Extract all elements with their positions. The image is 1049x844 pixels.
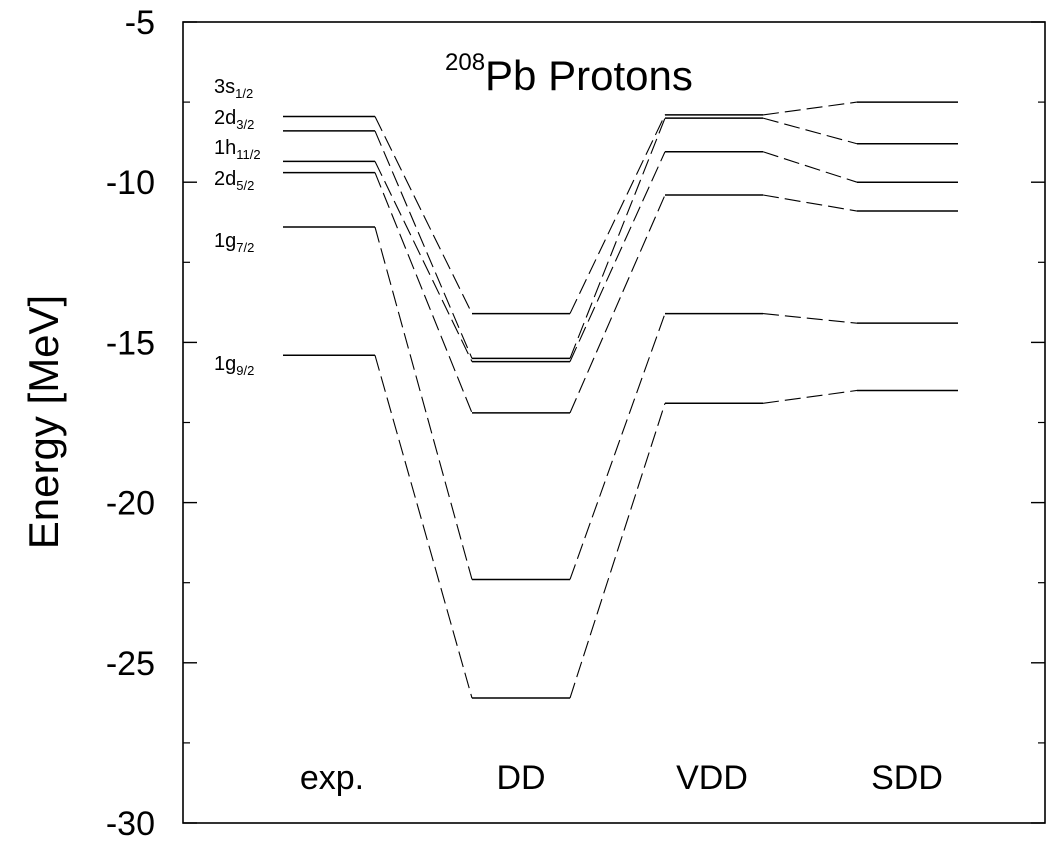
levels: [283, 101, 958, 699]
level-connector: [762, 117, 858, 145]
level-connector: [569, 194, 666, 414]
level-labels: 3s1/2 2d3/2 1h11/2 2d5/2 1g7/2 1g9/2: [214, 76, 261, 378]
y-tick-label: -25: [106, 645, 155, 683]
title-main: Pb Protons: [485, 52, 693, 99]
level-connector: [762, 389, 858, 404]
level-label: 1h11/2: [214, 137, 261, 162]
level-connector: [569, 313, 666, 580]
y-tick-label: -20: [106, 485, 155, 523]
y-tick-label: -15: [106, 324, 155, 362]
level-connector: [762, 194, 858, 212]
y-tick-label: -5: [125, 4, 155, 42]
ticks: -30 -25 -20 -15 -10 -5: [106, 4, 1045, 843]
level-connector: [569, 114, 666, 314]
level-connector: [569, 117, 666, 359]
y-tick-label: -10: [106, 164, 155, 202]
chart-title: 208Pb Protons: [445, 49, 693, 99]
level-connector: [569, 403, 666, 699]
level-label: 2d5/2: [214, 168, 254, 193]
column-label: DD: [496, 759, 545, 797]
column-label: VDD: [676, 759, 748, 797]
column-label: exp.: [300, 759, 364, 797]
plot-frame: [182, 21, 1046, 824]
column-label: SDD: [871, 759, 943, 797]
column-labels: exp. DD VDD SDD: [300, 759, 943, 797]
level-connector: [374, 130, 473, 359]
level-connector: [374, 161, 473, 362]
level-label: 1g7/2: [214, 230, 254, 255]
level-label: 1g9/2: [214, 353, 254, 378]
y-axis-label: Energy [MeV]: [20, 295, 67, 549]
level-label: 2d3/2: [214, 107, 254, 132]
level-connector: [374, 226, 473, 580]
level-connector: [762, 313, 858, 324]
level-connector: [762, 151, 858, 183]
level-label: 3s1/2: [214, 76, 253, 101]
level-connector: [569, 151, 666, 362]
level-connector: [374, 172, 473, 414]
y-tick-label: -30: [106, 805, 155, 843]
level-connector: [762, 101, 858, 116]
level-connector: [374, 116, 473, 314]
level-connector: [374, 355, 473, 699]
connectors: [374, 101, 858, 699]
title-superscript: 208: [445, 49, 485, 76]
